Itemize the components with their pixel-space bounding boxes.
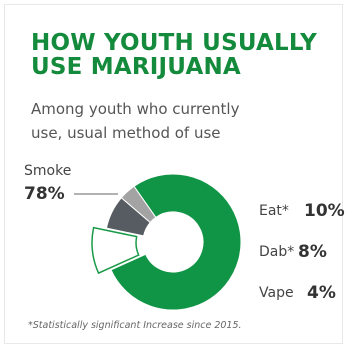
slice-value-eat: 10% [304, 201, 345, 221]
chart-title: HOW YOUTH USUALLY USE MARIJUANA [31, 31, 331, 79]
subtitle-line-1: Among youth who currently [31, 100, 240, 118]
title-line-1: HOW YOUTH USUALLY [31, 30, 317, 56]
slice-label-eat: Eat* [259, 203, 289, 219]
footnote: *Statistically significant Increase sinc… [28, 320, 242, 331]
slice-value-smoke: 78% [24, 184, 65, 204]
slice-label-vape: Vape [259, 285, 294, 301]
title-line-2: USE MARIJUANA [31, 54, 241, 80]
slice-eat [91, 226, 140, 275]
chart-subtitle: Among youth who currently use, usual met… [31, 97, 301, 145]
slice-label-smoke: Smoke [24, 163, 72, 179]
slice-smoke [110, 173, 242, 311]
subtitle-line-2: use, usual method of use [31, 124, 221, 142]
slice-value-vape: 4% [307, 283, 336, 303]
slice-value-dab: 8% [298, 242, 327, 262]
slice-vape [120, 185, 157, 224]
slice-label-dab: Dab* [259, 244, 295, 260]
